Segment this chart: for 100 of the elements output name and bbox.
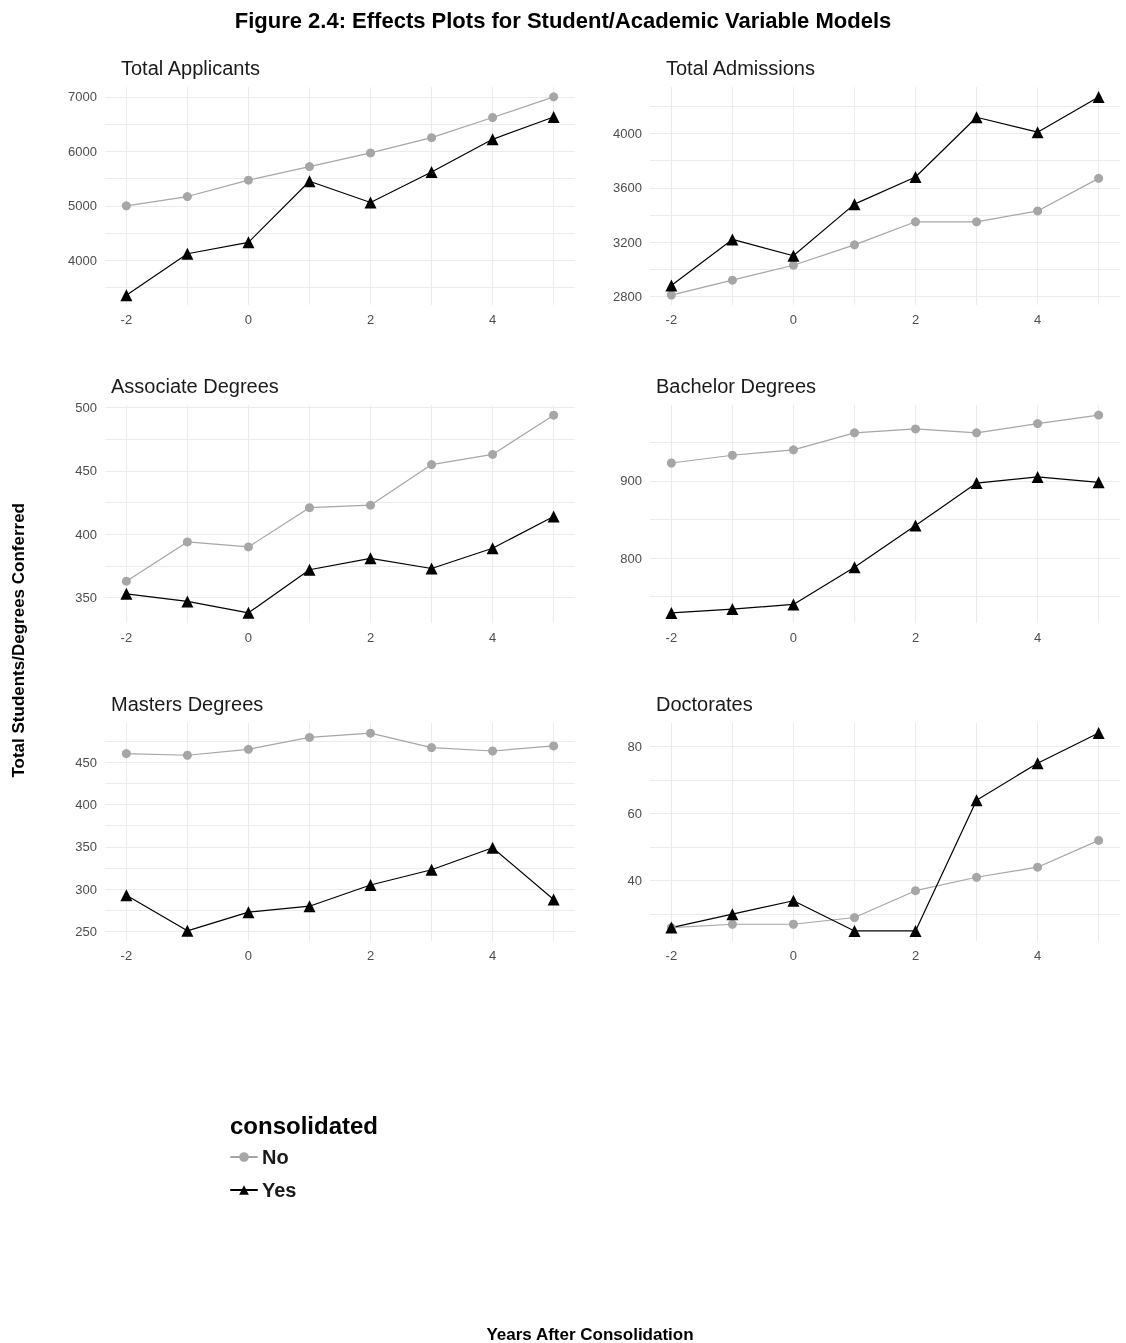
x-tick-label: 2 bbox=[366, 948, 375, 963]
x-tick-label: -2 bbox=[120, 312, 133, 327]
point bbox=[425, 166, 438, 179]
point bbox=[787, 598, 800, 611]
y-tick-label: 40 bbox=[627, 873, 642, 889]
point bbox=[1094, 173, 1104, 183]
y-tick-label: 300 bbox=[75, 881, 97, 897]
point bbox=[304, 162, 314, 172]
legend-label: Yes bbox=[262, 1179, 297, 1201]
point bbox=[666, 458, 676, 468]
x-tick-label: 4 bbox=[488, 948, 497, 963]
point bbox=[727, 275, 737, 285]
legend-title: consolidated bbox=[230, 1111, 379, 1139]
x-tick-label: 2 bbox=[911, 630, 920, 645]
y-tick-label: 800 bbox=[620, 550, 642, 566]
point bbox=[549, 92, 559, 102]
point bbox=[972, 872, 982, 882]
chart-title: Total Applicants bbox=[121, 57, 260, 79]
point bbox=[304, 503, 314, 513]
point bbox=[1031, 126, 1044, 139]
y-tick-label: 450 bbox=[75, 754, 97, 770]
point bbox=[849, 428, 859, 438]
point bbox=[970, 111, 983, 124]
point bbox=[972, 428, 982, 438]
point bbox=[909, 924, 922, 937]
y-tick-label: 3600 bbox=[613, 180, 642, 196]
x-axis-title: Years After Consolidation bbox=[486, 1325, 694, 1343]
point bbox=[849, 240, 859, 250]
point bbox=[911, 424, 921, 434]
x-tick-label: -2 bbox=[665, 312, 678, 327]
point bbox=[425, 863, 438, 876]
point bbox=[366, 148, 376, 158]
y-tick-label: 7000 bbox=[68, 89, 97, 105]
point bbox=[121, 201, 131, 211]
x-tick-label: 4 bbox=[1033, 948, 1042, 963]
point bbox=[666, 290, 676, 300]
point bbox=[1033, 206, 1043, 216]
y-tick-label: 6000 bbox=[68, 143, 97, 159]
point bbox=[182, 537, 192, 547]
point bbox=[243, 175, 253, 185]
point bbox=[120, 289, 133, 302]
point bbox=[665, 606, 678, 619]
x-tick-label: 4 bbox=[488, 630, 497, 645]
point bbox=[425, 562, 438, 575]
x-tick-label: -2 bbox=[120, 630, 133, 645]
y-tick-label: 3200 bbox=[613, 234, 642, 250]
point bbox=[427, 460, 437, 470]
point bbox=[788, 445, 798, 455]
point bbox=[848, 924, 861, 937]
point bbox=[547, 893, 560, 906]
point bbox=[486, 542, 499, 555]
point bbox=[427, 743, 437, 753]
point bbox=[787, 249, 800, 262]
chart-title: Masters Degrees bbox=[111, 693, 264, 715]
y-tick-label: 500 bbox=[75, 400, 97, 416]
point bbox=[665, 279, 678, 292]
y-tick-label: 350 bbox=[75, 590, 97, 606]
x-tick-label: 4 bbox=[1033, 312, 1042, 327]
point bbox=[303, 175, 316, 188]
point bbox=[549, 410, 559, 420]
point bbox=[909, 171, 922, 183]
point bbox=[303, 900, 316, 913]
point bbox=[121, 749, 131, 759]
point bbox=[242, 906, 255, 919]
caption: Figure 2.4: Effects Plots for Student/Academic Variable Models bbox=[234, 7, 892, 33]
point bbox=[488, 449, 498, 459]
point bbox=[364, 552, 377, 565]
point bbox=[488, 746, 498, 756]
x-tick-label: 2 bbox=[366, 630, 375, 645]
point bbox=[121, 576, 131, 586]
y-tick-label: 80 bbox=[627, 738, 642, 754]
point bbox=[547, 510, 560, 523]
y-tick-label: 4000 bbox=[613, 126, 642, 142]
point bbox=[366, 728, 376, 738]
point bbox=[366, 500, 376, 510]
point bbox=[848, 198, 861, 211]
x-tick-label: 0 bbox=[789, 948, 798, 963]
point bbox=[242, 606, 255, 619]
x-tick-label: 0 bbox=[244, 948, 253, 963]
point bbox=[911, 217, 921, 227]
point bbox=[1094, 410, 1104, 420]
x-tick-label: 2 bbox=[911, 312, 920, 327]
x-tick-label: 2 bbox=[366, 312, 375, 327]
y-tick-label: 450 bbox=[75, 463, 97, 479]
point bbox=[243, 542, 253, 552]
point bbox=[364, 196, 377, 209]
point bbox=[488, 113, 498, 123]
chart-title: Doctorates bbox=[656, 693, 753, 715]
point bbox=[181, 595, 194, 608]
point bbox=[1092, 727, 1105, 740]
point bbox=[486, 841, 499, 854]
point bbox=[849, 913, 859, 923]
point bbox=[182, 192, 192, 202]
x-tick-label: 4 bbox=[488, 312, 497, 327]
x-tick-label: 2 bbox=[911, 948, 920, 963]
point bbox=[726, 603, 739, 616]
point bbox=[304, 732, 314, 742]
point bbox=[726, 908, 739, 921]
point bbox=[970, 477, 983, 490]
point bbox=[788, 260, 798, 270]
